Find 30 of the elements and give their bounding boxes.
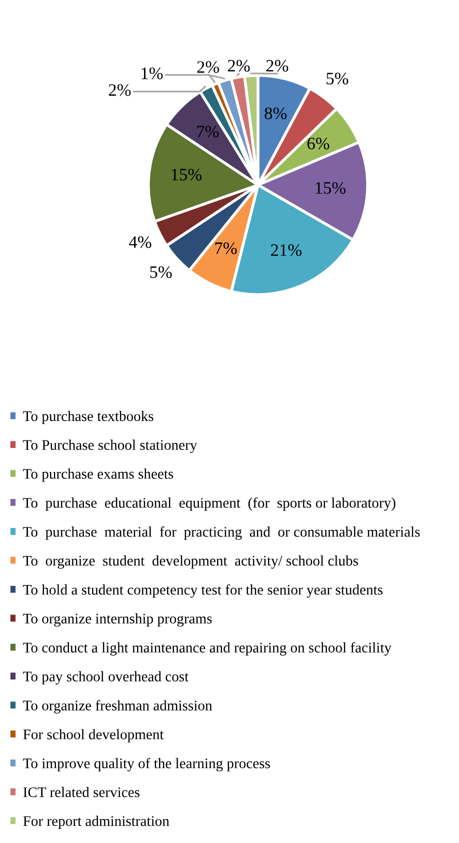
data-label: 15% [316, 182, 346, 194]
data-label: 4% [129, 236, 152, 248]
legend-label: To purchase educational equipment (for sports or laboratory) [23, 497, 396, 511]
legend-label: For school development [23, 729, 164, 742]
legend-label: To organize student development activity/ school clubs [23, 555, 358, 569]
legend-label: To improve quality of the learning process [23, 758, 270, 772]
legend-label: To hold a student competency test for the senior year students [23, 584, 383, 598]
legend-label: To pay school overhead cost [23, 671, 189, 684]
data-label: 7% [197, 126, 219, 138]
data-label: 15% [172, 168, 202, 181]
legend-label: To purchase textbooks [23, 410, 154, 424]
data-label: 1% [142, 68, 163, 80]
legend-label: To purchase material for practicing and or consumable materials [23, 526, 420, 540]
data-label: 2% [197, 61, 220, 73]
legend-label: To Purchase school stationery [23, 440, 198, 453]
data-label: 21% [271, 244, 302, 256]
legend-label: For report administration [23, 816, 170, 829]
data-label: 2% [228, 60, 250, 72]
legend-label: ICT related services [23, 786, 140, 798]
data-label: 5% [326, 72, 348, 84]
data-label: 2% [266, 60, 288, 72]
data-label: 7% [215, 242, 237, 254]
legend-label: To organize internship programs [23, 613, 212, 627]
legend-label: To purchase exams sheets [23, 468, 174, 482]
data-label: 8% [264, 107, 287, 120]
data-label: 2% [108, 84, 131, 96]
data-label: 5% [150, 266, 172, 278]
legend-label: To conduct a light maintenance and repairing on school facility [23, 642, 392, 656]
legend-label: To organize freshman admission [23, 700, 212, 714]
data-label: 6% [307, 138, 330, 150]
